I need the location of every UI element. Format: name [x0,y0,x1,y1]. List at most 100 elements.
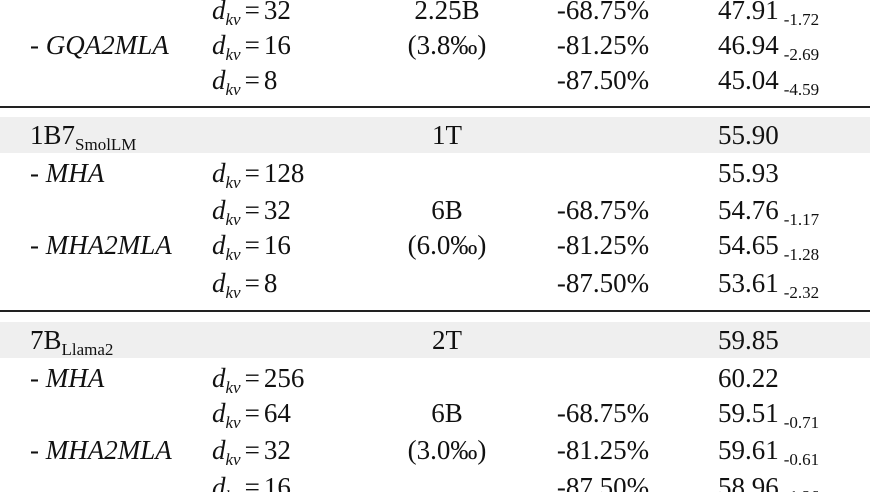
kv-reduction: -68.75% [556,0,650,25]
model-name: 1B7SmolLM [30,117,136,157]
dkv-value: 32 [263,195,291,225]
dkv-subscript: kv [225,10,241,29]
dkv-subscript: kv [225,283,241,302]
dkv-symbol: d [212,30,226,60]
score: 54.76 -1.17 [718,192,819,232]
dkv-equals: = [244,65,260,95]
dkv-equals: = [244,0,260,25]
table-row: dkv = 32 6B -68.75% 54.76 -1.17 [0,192,870,229]
model-name: 7BLlama2 [30,322,113,362]
dkv-symbol: d [212,0,226,25]
dkv-subscript: kv [225,173,241,192]
dkv: dkv=16 [212,469,291,492]
table-row: dkv = 8 -87.50% 45.04 -4.59 [0,62,870,99]
dkv: dkv = 32 [212,432,291,472]
model-size: 1B7 [30,120,76,150]
group-rule [0,106,870,108]
score: 45.04 -4.59 [718,62,819,102]
tokens: (6.0‰) [407,230,487,260]
dkv-subscript: kv [225,413,241,432]
dkv: dkv = 32 [212,0,291,32]
score-value: 55.90 [718,120,779,150]
method: - MHA [30,363,105,393]
score-delta: -0.61 [783,450,820,469]
score-value: 59.51 [718,398,779,428]
dkv-symbol: d [212,398,226,428]
table-row: - MHA2MLA dkv = 32 (3.0‰) -81.25% 59.61 -0.61 [0,432,870,469]
dkv-subscript: kv [225,450,241,469]
score: 55.90 [718,117,779,153]
dkv-symbol: d [212,363,226,393]
kv-reduction: -81.25% [556,435,650,465]
dkv-subscript: kv [225,378,241,397]
dkv: dkv = 256 [212,360,304,400]
tokens: 2.25B [414,0,480,25]
score-value: 60.22 [718,363,779,393]
dkv-value: 32 [263,0,291,25]
kv-reduction: -81.25% [556,30,650,60]
score: 54.65 -1.28 [718,227,819,267]
kv-reduction: -68.75% [556,195,650,225]
score: 55.93 [718,155,779,191]
tokens: (3.8‰) [407,30,487,60]
score: 53.61 -2.32 [718,265,819,305]
kv-reduction: -87.50% [556,268,650,298]
table-row: - MHA2MLA dkv = 16 (6.0‰) -81.25% 54.65 -1.28 [0,227,870,264]
score-value: 54.76 [718,195,779,225]
dkv-equals: = [244,268,260,298]
model-family: SmolLM [75,135,137,154]
score-value: 53.61 [718,268,779,298]
tokens: 1T [432,120,462,150]
score: 46.94 -2.69 [718,27,819,67]
dkv-symbol: d [212,268,226,298]
dkv: dkv = 8 [212,265,277,305]
score-value: 58.96 [718,472,779,492]
table-row: 7BLlama2 2T 59.85 [0,322,870,359]
dkv-subscript: kv [225,45,241,64]
dkv-symbol: d [212,435,226,465]
dkv-equals: = [244,472,260,492]
tokens: 6B [431,195,463,225]
dkv-subscript: kv [225,245,241,264]
score: 47.91 -1.72 [718,0,819,32]
dkv-subscript: kv [225,210,241,229]
dkv-value: 64 [263,398,291,428]
score-delta: -4.59 [783,80,820,99]
method: - MHA2MLA [30,230,172,260]
dkv: dkv=16 [212,27,291,67]
dkv-equals: = [244,158,260,188]
dkv-equals: = [244,195,260,225]
table-row: dkv = 8 -87.50% 53.61 -2.32 [0,265,870,302]
dkv-symbol: d [212,158,226,188]
score-delta: -1.26 [784,487,819,492]
score-value: 47.91 [718,0,779,25]
dkv-value: 16 [263,472,291,492]
table-row: dkv = 64 6B -68.75% 59.51 -0.71 [0,395,870,432]
score-value: 54.65 [718,230,779,260]
table-row: dkv = 32 2.25B -68.75% 47.91 -1.72 [0,0,870,29]
dkv-equals: = [244,435,260,465]
model-size: 7B [30,325,62,355]
score: 60.22 [718,360,779,396]
group-rule [0,310,870,312]
score: 59.51 -0.71 [718,395,819,435]
score-delta: -2.69 [783,45,820,64]
dkv-equals: = [244,230,260,260]
table-row: - MHA dkv = 128 55.93 [0,155,870,192]
score-value: 46.94 [718,30,779,60]
score-delta: -1.72 [783,10,820,29]
dkv-equals: = [244,30,260,60]
tokens: 2T [432,325,462,355]
method: - GQA2MLA [30,30,169,60]
dkv: dkv = 128 [212,155,304,195]
tokens: (3.0‰) [407,435,487,465]
dkv-value: 256 [263,363,305,393]
tokens: 6B [431,398,463,428]
dkv-value: 128 [263,158,305,188]
score-value: 59.85 [718,325,779,355]
dkv-value: 8 [263,268,278,298]
dkv-value: 32 [263,435,291,465]
dkv: dkv = 8 [212,62,277,102]
dkv-subscript: kv [226,487,241,492]
kv-reduction: -87.50% [556,472,650,492]
